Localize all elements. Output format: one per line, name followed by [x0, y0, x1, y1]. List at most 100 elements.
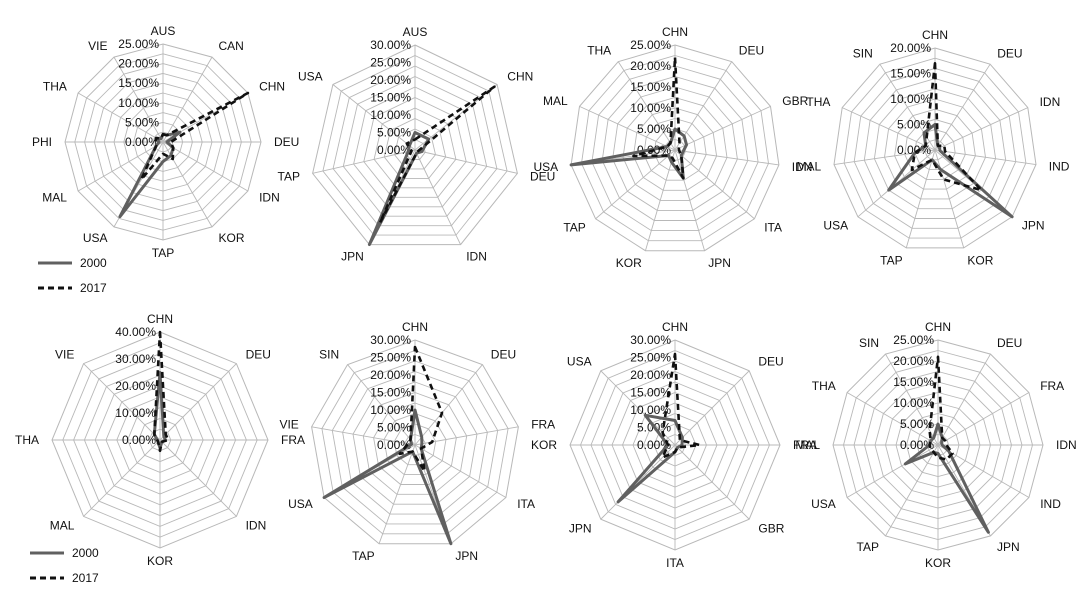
legend: 2000 2017 — [30, 546, 99, 585]
axis-spoke — [885, 444, 939, 537]
axis-label: USA — [823, 218, 848, 232]
tick-label: 10.00% — [630, 101, 671, 115]
grid-ring — [312, 44, 518, 246]
axis-label: DEU — [997, 336, 1022, 350]
axis-spoke — [579, 105, 676, 151]
axis-label: MAL — [543, 94, 568, 108]
axis-spoke — [347, 364, 416, 446]
grid-ring — [843, 57, 1027, 239]
axis-label: FRA — [531, 418, 555, 432]
axis-spoke — [846, 444, 939, 498]
axis-label: IDN — [259, 191, 280, 205]
axis-label: CHN — [259, 80, 285, 94]
grid-ring — [853, 67, 1017, 229]
grid-ring — [373, 107, 457, 189]
axis-spoke — [159, 439, 237, 517]
axis-spoke — [674, 149, 706, 251]
tick-label: 10.00% — [115, 406, 156, 420]
axis-spoke — [77, 92, 164, 143]
axis-label: IDN — [466, 249, 487, 263]
tick-label: 20.00% — [893, 354, 934, 368]
tick-label: 20.00% — [370, 73, 411, 87]
axis-spoke — [600, 444, 676, 520]
axis-spoke — [83, 439, 161, 517]
axis-spoke — [846, 392, 939, 446]
axis-label: THA — [15, 433, 39, 447]
radar-chart-7: CHNDEUFRAGBRITAJPNKORUSA0.00%5.00%10.00%… — [531, 320, 817, 570]
axis-label: TAP — [152, 246, 174, 260]
axis-spoke — [934, 63, 991, 151]
axis-spoke — [414, 149, 518, 174]
radar-chart-4: CHNDEUIDNINDJPNKORTAPUSAMALTHASIN0.00%5.… — [797, 28, 1070, 267]
series-2017-line — [910, 61, 983, 192]
legend-2000-label: 2000 — [80, 256, 107, 270]
grid-ring — [322, 55, 508, 236]
radar-chart-6: CHNDEUFRAITAJPNTAPUSAVIESIN0.00%5.00%10.… — [279, 320, 555, 563]
axis-label: TAP — [880, 253, 902, 267]
legend-2017-label: 2017 — [72, 571, 99, 585]
tick-label: 25.00% — [370, 351, 411, 365]
axis-spoke — [414, 149, 461, 245]
tick-label: 40.00% — [115, 325, 156, 339]
tick-label: 15.00% — [630, 80, 671, 94]
axis-spoke — [674, 105, 771, 151]
axis-label: DEU — [530, 169, 555, 183]
grid-ring — [383, 413, 447, 476]
tick-label: 10.00% — [893, 396, 934, 410]
legend-2000-label: 2000 — [72, 546, 99, 560]
axis-label: USA — [811, 497, 836, 511]
axis-label: MAL — [795, 438, 820, 452]
grid-ring — [622, 97, 728, 201]
axis-label: USA — [288, 497, 313, 511]
tick-label: 5.00% — [900, 417, 934, 431]
axis-spoke — [937, 392, 1030, 446]
axis-label: THA — [43, 80, 67, 94]
series-2017-line — [632, 56, 685, 180]
axis-spoke — [934, 149, 1037, 165]
tick-label: 20.00% — [118, 57, 159, 71]
tick-label: 0.00% — [377, 143, 411, 157]
axis-spoke — [311, 426, 416, 446]
axis-label: VIE — [88, 39, 107, 53]
axis-spoke — [842, 107, 936, 151]
axis-spoke — [77, 141, 164, 192]
tick-label: 15.00% — [890, 67, 931, 81]
axis-label: VIE — [279, 418, 298, 432]
series-2000-line — [903, 422, 990, 534]
series-2000-line — [367, 131, 431, 247]
tick-label: 5.00% — [637, 122, 671, 136]
grid-ring — [321, 350, 509, 535]
grid-ring — [362, 392, 468, 495]
axis-label: PHI — [32, 135, 52, 149]
grid-ring — [894, 108, 976, 190]
axis-spoke — [312, 149, 416, 174]
axis-label: IDN — [1040, 95, 1061, 109]
axis-label: JPN — [569, 521, 592, 535]
axis-label: CHN — [922, 28, 948, 42]
grid-ring — [394, 128, 436, 170]
axis-label: GBR — [782, 94, 808, 108]
axis-label: IDN — [246, 519, 267, 533]
axis-label: IND — [1049, 159, 1070, 173]
grid-ring — [612, 86, 738, 211]
tick-label: 5.00% — [897, 118, 931, 132]
axis-label: MAL — [797, 159, 822, 173]
tick-label: 5.00% — [377, 421, 411, 435]
radar-chart-2: AUS CHN DEU IDN JPN TAP USA 0.00% 5.00% 10.00% 15.… — [278, 25, 556, 263]
tick-label: 20.00% — [370, 368, 411, 382]
axis-label: KOR — [616, 256, 642, 270]
series-2017-line — [928, 355, 954, 461]
grid-ring — [873, 88, 997, 210]
axis-spoke — [83, 363, 161, 441]
axis-label: USA — [534, 160, 559, 174]
grid-ring — [373, 402, 457, 485]
axis-spoke — [113, 56, 164, 143]
axis-label: AUS — [151, 24, 176, 38]
axis-spoke — [937, 353, 991, 446]
axis-spoke — [595, 149, 676, 220]
axis-label: KOR — [967, 253, 993, 267]
tick-label: 0.00% — [125, 135, 159, 149]
tick-label: 10.00% — [370, 403, 411, 417]
grid-ring — [570, 44, 780, 252]
